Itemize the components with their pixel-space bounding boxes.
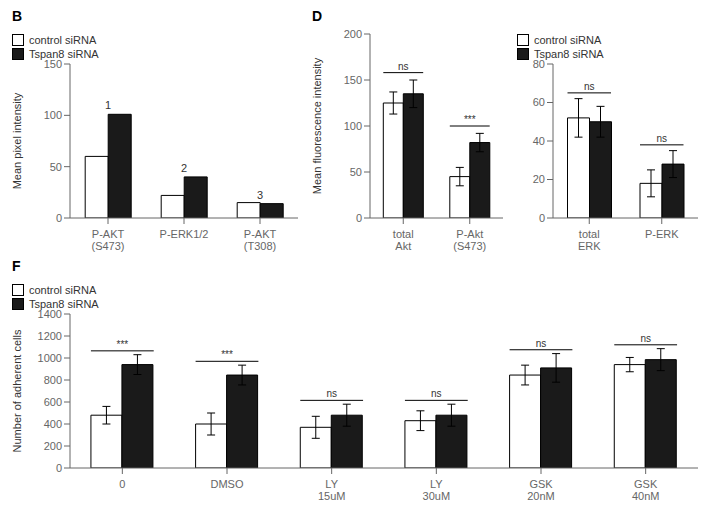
svg-text:1400: 1400 [38, 308, 62, 320]
svg-text:P-ERK: P-ERK [645, 228, 679, 240]
html-text:Tspan8 siRNA: Tspan8 siRNA [29, 48, 99, 60]
svg-text:1: 1 [105, 99, 111, 111]
svg-text:totalAkt: totalAkt [393, 228, 414, 252]
svg-text:ns: ns [584, 81, 595, 92]
html-text:control siRNA: control siRNA [29, 284, 97, 296]
html-text:Tspan8 siRNA: Tspan8 siRNA [534, 48, 604, 60]
svg-text:200: 200 [344, 28, 362, 40]
svg-text:P-AKT(S473): P-AKT(S473) [91, 228, 124, 252]
svg-text:***: *** [464, 114, 476, 125]
svg-text:P-Akt(S473): P-Akt(S473) [453, 228, 486, 252]
svg-text:0: 0 [356, 212, 362, 224]
html-text:B: B [12, 8, 23, 24]
svg-text:Mean fluorescence intensity: Mean fluorescence intensity [311, 57, 323, 194]
svg-text:400: 400 [44, 418, 62, 430]
svg-text:100: 100 [44, 109, 62, 121]
svg-text:0: 0 [119, 478, 125, 490]
svg-text:50: 50 [350, 166, 362, 178]
svg-text:0: 0 [56, 212, 62, 224]
svg-text:P-AKT(T308): P-AKT(T308) [244, 228, 277, 252]
svg-text:GSK40nM: GSK40nM [632, 478, 660, 502]
svg-text:50: 50 [50, 161, 62, 173]
svg-text:***: *** [221, 349, 233, 360]
svg-text:20: 20 [533, 173, 545, 185]
svg-text:40: 40 [533, 135, 545, 147]
svg-text:150: 150 [44, 58, 62, 70]
svg-text:60: 60 [533, 96, 545, 108]
svg-text:2: 2 [181, 162, 187, 174]
html-text:D: D [312, 8, 323, 24]
svg-text:80: 80 [533, 58, 545, 70]
html-text:Tspan8 siRNA: Tspan8 siRNA [29, 298, 99, 310]
svg-text:ns: ns [398, 61, 409, 72]
svg-text:600: 600 [44, 396, 62, 408]
svg-text:0: 0 [539, 212, 545, 224]
svg-text:1200: 1200 [38, 330, 62, 342]
html-text:control siRNA: control siRNA [534, 34, 602, 46]
svg-text:GSK20nM: GSK20nM [527, 478, 555, 502]
svg-text:***: *** [116, 339, 128, 350]
html-text:F: F [12, 258, 21, 274]
svg-text:200: 200 [44, 440, 62, 452]
svg-text:ns: ns [326, 388, 337, 399]
svg-text:100: 100 [344, 120, 362, 132]
html-text:control siRNA: control siRNA [29, 34, 97, 46]
svg-text:ns: ns [536, 338, 547, 349]
svg-text:Number of adherent cells: Number of adherent cells [11, 329, 23, 452]
svg-text:1000: 1000 [38, 352, 62, 364]
svg-text:800: 800 [44, 374, 62, 386]
svg-text:3: 3 [257, 189, 263, 201]
svg-text:150: 150 [344, 74, 362, 86]
svg-text:Mean pixel intensity: Mean pixel intensity [11, 92, 23, 189]
svg-text:ns: ns [431, 388, 442, 399]
svg-text:LY15uM: LY15uM [318, 478, 346, 502]
svg-text:ns: ns [640, 333, 651, 344]
svg-text:ns: ns [656, 133, 667, 144]
svg-text:0: 0 [56, 462, 62, 474]
svg-text:LY30uM: LY30uM [423, 478, 451, 502]
svg-text:DMSO: DMSO [211, 478, 244, 490]
svg-text:P-ERK1/2: P-ERK1/2 [160, 228, 209, 240]
svg-text:totalERK: totalERK [578, 228, 601, 252]
